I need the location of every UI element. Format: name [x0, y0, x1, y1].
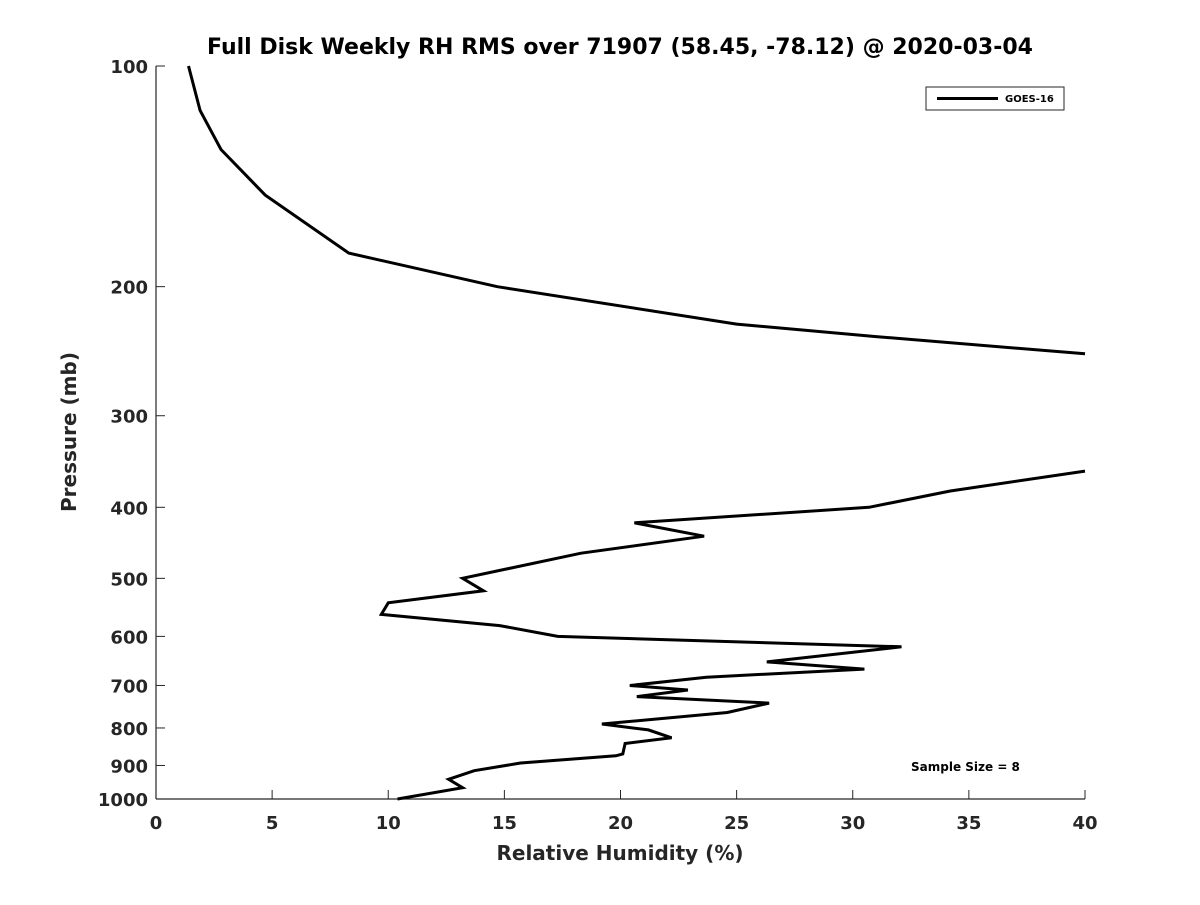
- y-tick-label: 1000: [98, 790, 148, 811]
- y-tick-label: 200: [110, 278, 148, 299]
- y-tick-label: 300: [110, 407, 148, 428]
- sample-size-annotation: Sample Size = 8: [911, 760, 1020, 774]
- y-tick-label: 600: [110, 627, 148, 648]
- y-axis-label: Pressure (mb): [57, 352, 81, 512]
- y-tick-label: 100: [110, 57, 148, 78]
- x-tick-label: 40: [1072, 813, 1097, 834]
- x-tick-label: 15: [492, 813, 517, 834]
- chart-title: Full Disk Weekly RH RMS over 71907 (58.4…: [207, 35, 1033, 60]
- x-axis-label: Relative Humidity (%): [496, 841, 743, 865]
- y-tick-label: 900: [110, 756, 148, 777]
- x-tick-label: 20: [608, 813, 633, 834]
- y-tick-label: 500: [110, 569, 148, 590]
- x-tick-label: 35: [956, 813, 981, 834]
- series-line-goes-16-segment-1: [187, 65, 1086, 356]
- x-tick-label: 10: [376, 813, 401, 834]
- series-line-goes-16-segment-2: [378, 469, 1086, 801]
- series-layer: [187, 65, 1086, 801]
- y-tick-label: 800: [110, 719, 148, 740]
- y-axis-ticks: 100 200 300 400 500 600 700 800 900 1000: [98, 57, 165, 811]
- y-tick-label: 400: [110, 498, 148, 519]
- y-tick-label: 700: [110, 676, 148, 697]
- x-tick-label: 30: [840, 813, 865, 834]
- legend-label-goes-16: GOES-16: [1005, 94, 1054, 105]
- x-tick-label: 5: [266, 813, 279, 834]
- x-tick-label: 0: [150, 813, 163, 834]
- legend: GOES-16: [925, 86, 1065, 111]
- x-tick-label: 25: [724, 813, 749, 834]
- x-axis-ticks: 0 5 10 15 20 25 30 35 40: [150, 790, 1098, 834]
